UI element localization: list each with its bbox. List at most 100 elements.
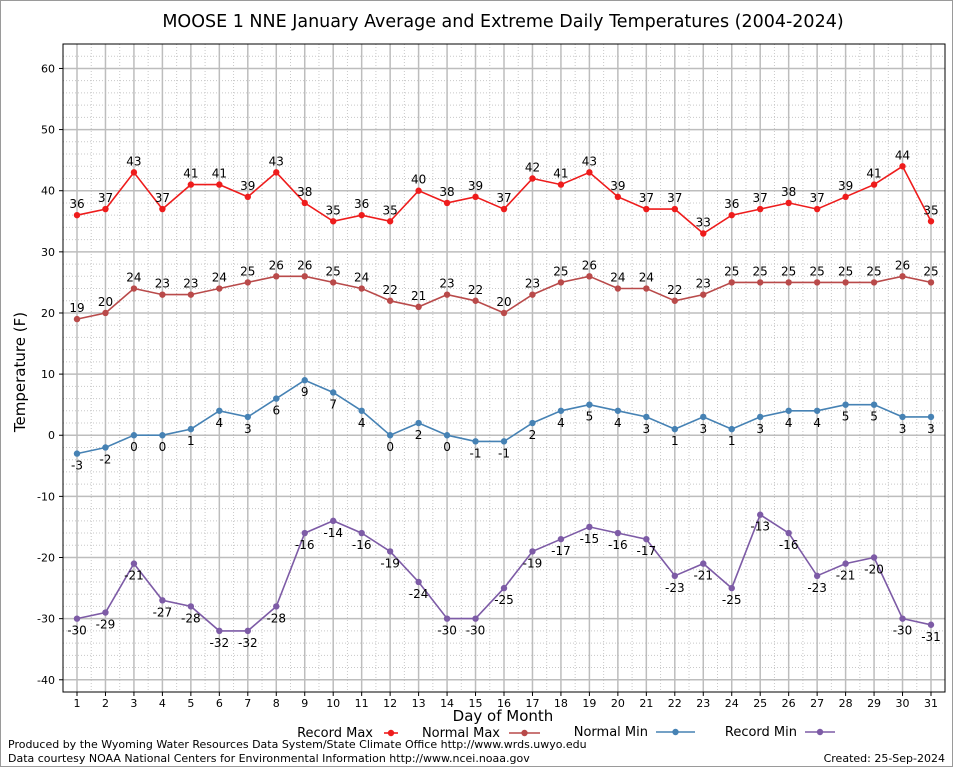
data-point-record-min [529, 548, 536, 555]
x-tick-label: 6 [216, 697, 223, 710]
data-point-normal-max [757, 279, 764, 286]
data-point-record-min [159, 597, 166, 604]
data-label-record-min: -21 [124, 569, 144, 583]
x-tick-label: 4 [159, 697, 166, 710]
x-tick-label: 23 [696, 697, 710, 710]
x-tick-label: 17 [525, 697, 539, 710]
data-point-record-min [813, 572, 821, 580]
data-point-record-max [757, 205, 764, 213]
data-label-record-min: -28 [181, 611, 201, 625]
data-point-record-min [386, 548, 394, 555]
data-point-record-min [728, 584, 735, 592]
data-label-record-min: -16 [608, 538, 628, 552]
data-label-normal-max: 26 [582, 258, 597, 272]
series-normal-min: -3 -2 0 0 1 4 3 6 9 7 4 0 2 0 -1 -1 2 4 5 4 3 1 3 1 3 4 4 5 5 3 3 [71, 377, 935, 473]
data-label-normal-max: 26 [895, 258, 910, 272]
data-label-record-max: 37 [667, 191, 682, 205]
data-point-normal-min [500, 438, 508, 445]
legend: Record Max Normal Max Normal Min Record Min [297, 725, 835, 741]
data-label-record-max: 41 [866, 167, 881, 181]
data-point-record-min [785, 529, 792, 537]
data-label-record-min: -32 [238, 636, 258, 650]
data-label-normal-max: 24 [126, 271, 141, 285]
data-label-record-max: 41 [553, 167, 568, 181]
data-point-record-min [927, 621, 935, 628]
legend-label-record-min: Record Min [725, 725, 797, 740]
legend-item-record-max: Record Max [297, 726, 398, 741]
data-label-normal-min: 6 [272, 404, 280, 418]
data-point-normal-min [529, 419, 536, 427]
x-tick-label: 1 [74, 697, 81, 710]
legend-label-record-max: Record Max [297, 726, 373, 741]
data-label-normal-max: 25 [326, 264, 341, 278]
data-point-record-min [700, 560, 707, 567]
data-label-record-min: -14 [323, 526, 343, 540]
data-point-record-max [728, 211, 735, 219]
data-label-record-min: -20 [864, 563, 884, 577]
data-point-normal-min [73, 450, 81, 457]
data-label-record-max: 37 [155, 191, 170, 205]
data-point-normal-min [386, 432, 394, 439]
data-point-normal-max [443, 291, 451, 298]
data-point-record-max [614, 193, 622, 201]
series-record-min: -30 -29 -21 -27 -28 -32 -32 -28 -16 -14 -16 -19 -24 -… [67, 511, 941, 650]
data-point-normal-min [273, 395, 280, 402]
data-point-normal-max [301, 273, 308, 280]
data-label-normal-max: 20 [496, 295, 511, 309]
legend-marker-record-max [387, 729, 395, 737]
data-point-normal-max [785, 279, 792, 286]
data-label-record-max: 41 [212, 167, 227, 181]
data-label-record-min: -24 [409, 587, 429, 601]
data-label-record-max: 42 [525, 160, 540, 174]
data-point-normal-max [927, 279, 935, 286]
x-tick-label: 8 [273, 697, 280, 710]
data-label-record-min: -25 [722, 593, 742, 607]
data-point-record-max [102, 205, 109, 213]
data-point-normal-max [700, 291, 707, 298]
data-point-record-min [301, 529, 308, 537]
data-label-normal-max: 19 [69, 301, 84, 315]
data-label-normal-min: 3 [756, 422, 764, 436]
data-point-normal-min [102, 444, 109, 451]
data-label-normal-max: 26 [269, 258, 284, 272]
legend-label-normal-max: Normal Max [422, 726, 500, 741]
y-tick-label: 20 [41, 307, 55, 320]
data-point-normal-min [187, 425, 195, 433]
x-tick-label: 26 [782, 697, 796, 710]
data-label-record-max: 39 [838, 179, 853, 193]
data-point-record-max [557, 181, 565, 188]
footer-created: Created: 25-Sep-2024 [824, 752, 945, 765]
data-point-normal-min [671, 425, 678, 433]
data-point-record-max [870, 181, 878, 188]
data-point-normal-min [159, 432, 166, 439]
x-tick-label: 21 [639, 697, 653, 710]
x-axis-ticks: 1 2 3 4 5 6 7 8 9 10 11 12 13 14 15 16 17 18 19 20 21 22 23 24 2… [74, 692, 938, 710]
data-label-record-min: -30 [893, 624, 913, 638]
data-label-record-max: 41 [183, 167, 198, 181]
x-tick-label: 18 [554, 697, 568, 710]
data-point-normal-min [130, 432, 138, 439]
data-point-normal-max [472, 297, 479, 304]
data-label-record-min: -25 [494, 593, 514, 607]
data-label-normal-max: 25 [753, 264, 768, 278]
y-axis-label: Temperature (F) [11, 312, 29, 433]
x-tick-label: 2 [102, 697, 109, 710]
data-label-record-min: -27 [153, 605, 173, 619]
data-point-record-min [358, 529, 365, 537]
data-label-normal-min: 1 [728, 434, 736, 448]
data-point-record-min [870, 554, 878, 561]
data-label-normal-max: 25 [809, 264, 824, 278]
data-label-normal-max: 25 [866, 264, 881, 278]
data-label-normal-max: 22 [667, 283, 682, 297]
data-point-normal-min [842, 401, 849, 408]
data-label-record-min: -17 [551, 544, 571, 558]
data-label-normal-min: -1 [498, 446, 510, 460]
legend-item-normal-min: Normal Min [574, 725, 695, 740]
data-label-record-max: 39 [240, 179, 255, 193]
data-label-record-min: -13 [750, 520, 770, 534]
data-label-normal-min: 7 [329, 397, 337, 411]
data-label-record-max: 39 [610, 179, 625, 193]
data-label-record-min: -15 [580, 532, 600, 546]
data-label-normal-min: 4 [557, 416, 565, 430]
